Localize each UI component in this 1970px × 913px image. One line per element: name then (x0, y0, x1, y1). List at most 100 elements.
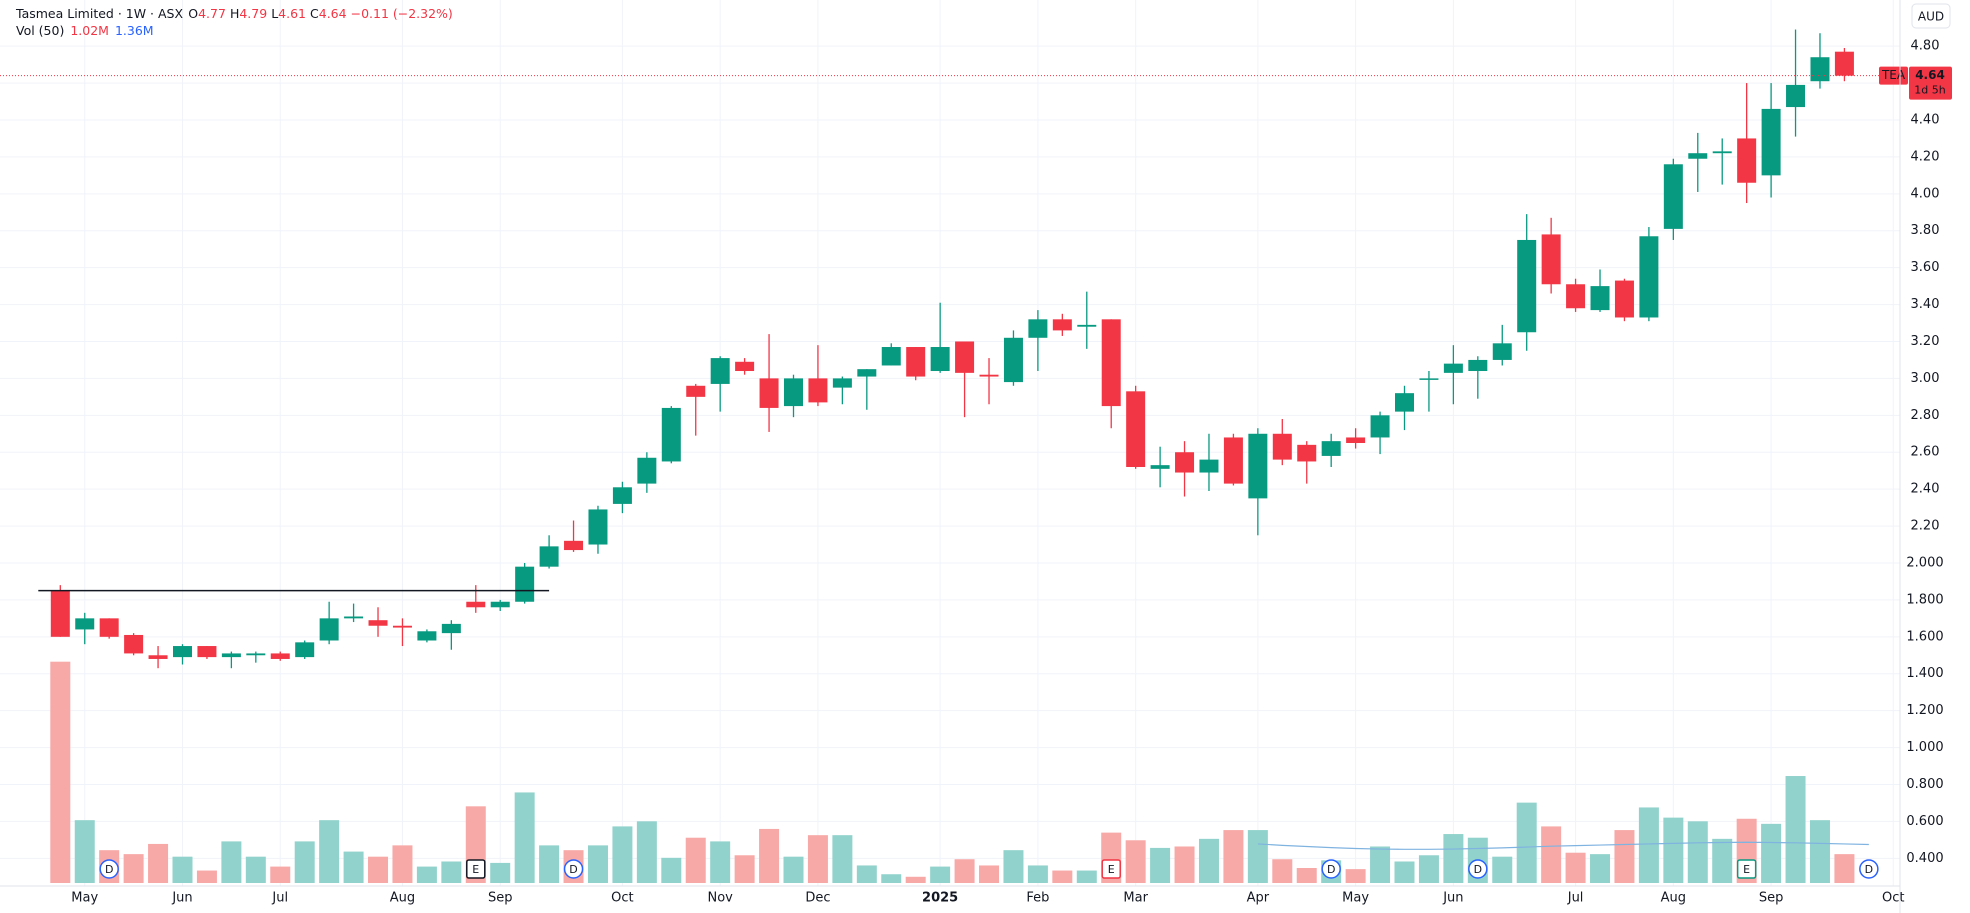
candle-body (881, 347, 901, 366)
candle-body (1590, 286, 1610, 311)
volume-bar (954, 859, 975, 883)
volume-bar (343, 851, 364, 883)
y-tick-label: 3.20 (1911, 334, 1940, 349)
dividend-marker (563, 859, 584, 879)
y-tick-label: 1.600 (1906, 629, 1943, 644)
candle-body (735, 361, 755, 372)
event-label: D (105, 863, 113, 876)
y-tick-label: 1.000 (1906, 740, 1943, 755)
candle-body (99, 618, 119, 637)
dividend-marker (1859, 859, 1879, 879)
price-tag (1909, 66, 1952, 100)
candle-body (612, 487, 632, 504)
currency-button[interactable] (1911, 3, 1951, 29)
volume-bar (1076, 870, 1097, 883)
dividend-marker (1321, 859, 1341, 879)
candle-body (1052, 319, 1072, 331)
currency: AUD (1918, 10, 1944, 24)
volume-bar (539, 845, 560, 883)
candle-body (539, 546, 559, 567)
candle-body (832, 378, 852, 388)
candle-body (1150, 465, 1170, 469)
volume-bar (832, 835, 853, 883)
volume-bar (1565, 852, 1586, 883)
y-tick-label: 2.60 (1911, 445, 1940, 460)
volume-bar (1418, 855, 1439, 883)
volume-ma-line (1257, 841, 1869, 850)
x-tick-label: Oct (1882, 891, 1904, 906)
x-tick-label: Nov (707, 891, 733, 906)
header-line: Tasmea Limited · 1W · ASX O4.77 H4.79 L4.61… (15, 6, 453, 21)
candle-body (1761, 108, 1781, 176)
candle-body (1492, 343, 1512, 360)
candle-body (1810, 57, 1830, 82)
volume-pane (50, 661, 1869, 883)
y-tick-label: 4.20 (1911, 149, 1940, 164)
ohlc-key: L (271, 6, 278, 21)
volume-bar (1296, 868, 1317, 883)
x-tick-label: Sep (1759, 891, 1784, 906)
y-tick-label: 3.40 (1911, 297, 1940, 312)
dividend-marker (1468, 859, 1488, 879)
volume-bar (1785, 776, 1806, 883)
candle-body (1566, 284, 1586, 309)
volume-bar (1638, 807, 1659, 883)
candle-body (1297, 444, 1317, 462)
event-label: D (1474, 863, 1482, 876)
volume-bar (1541, 826, 1562, 883)
candle-body (173, 646, 192, 658)
symbol-tag (1879, 66, 1908, 85)
candle-body (1370, 415, 1390, 438)
volume-bar (1247, 830, 1268, 883)
candle-body (417, 631, 437, 641)
volume-bar (1834, 854, 1855, 883)
candle-body (1614, 280, 1634, 318)
volume-bar (1027, 865, 1048, 883)
y-tick-label: 0.800 (1906, 777, 1943, 792)
candle-body (1419, 378, 1439, 380)
change: −0.11 (−2.32%) (351, 6, 453, 21)
candle-body (148, 655, 168, 659)
candle-body (1517, 239, 1537, 333)
candle-body (1272, 433, 1292, 460)
candle-body (857, 369, 877, 377)
volume-bar (1052, 870, 1073, 883)
volume-value: 1.02M (70, 23, 109, 38)
volume-bar (685, 837, 706, 883)
volume-bar (1345, 869, 1366, 883)
overlay: 0.400 0.600 0.800 1.000 1.200 1.400 1.600 1.800… (0, 39, 1952, 906)
volume-bar (1125, 840, 1146, 883)
candle-body (1126, 391, 1146, 467)
x-tick-label: Apr (1247, 891, 1270, 906)
earnings-marker (466, 859, 486, 879)
volume-bar (368, 856, 389, 883)
volume-bar (759, 828, 780, 883)
volume-bar (490, 862, 511, 883)
ohlc-key: H (230, 6, 239, 21)
volume-bar (172, 856, 193, 883)
candle-body (661, 407, 681, 462)
volume-bar (905, 876, 926, 883)
event-label: D (1865, 863, 1873, 876)
event-label: D (1327, 863, 1335, 876)
volume-bar (270, 866, 291, 883)
candle-body (637, 457, 657, 484)
volume-bar (416, 866, 437, 883)
volume-bar (587, 845, 608, 883)
candle-body (564, 540, 584, 551)
volume-bar (514, 792, 535, 883)
volume-bar (1614, 830, 1635, 883)
event-label: E (1108, 863, 1115, 876)
y-tick-label: 0.600 (1906, 814, 1943, 829)
candle-body (906, 347, 926, 377)
candle-body (515, 566, 535, 602)
candle-body (588, 509, 608, 545)
price-tag-countdown: 1d 5h (1914, 84, 1945, 97)
volume-bar (979, 865, 1000, 883)
ohlc-value: 4.79 (239, 6, 267, 21)
volume-bar (1663, 817, 1684, 883)
y-tick-label: 2.000 (1906, 555, 1943, 570)
candle-body (1223, 437, 1243, 484)
